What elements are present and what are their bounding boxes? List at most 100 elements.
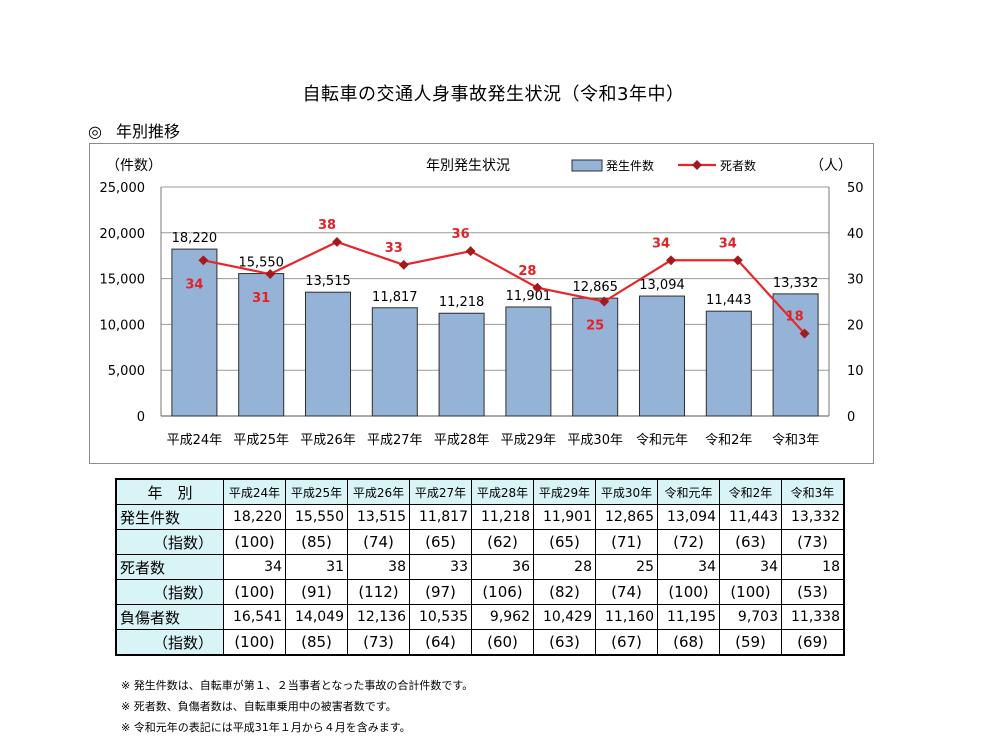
table-row: 負傷者数 16,541 14,049 12,136 10,535 9,962 10,429 1… [115, 604, 845, 630]
death-marker [799, 328, 810, 339]
table-year-header: 平成30年 [595, 478, 658, 505]
table-cell: 10,429 [533, 604, 596, 630]
bar-value-label: 13,094 [639, 278, 685, 293]
table-index-cell: (85) [285, 629, 348, 656]
table-year-header: 平成27年 [409, 478, 472, 505]
death-marker [666, 255, 676, 266]
death-marker [732, 255, 743, 266]
section-title: 年別推移 [115, 122, 180, 141]
death-value-label: 33 [385, 241, 403, 256]
table-cell: 11,901 [533, 504, 596, 530]
bar [705, 310, 752, 417]
table-cell: 38 [347, 554, 410, 580]
table-year-header: 平成25年 [285, 478, 348, 505]
bar-value-label: 15,550 [238, 256, 284, 271]
table-row-label: 死者数 [115, 554, 224, 580]
table-index-cell: (100) [223, 579, 286, 605]
table-index-cell: (74) [347, 529, 410, 555]
table-cell: 11,160 [595, 604, 658, 630]
bar [639, 295, 685, 417]
right-tick-label: 40 [847, 227, 864, 242]
table-row-label: 発生件数 [115, 504, 224, 530]
table-cell: 9,962 [471, 604, 534, 630]
bar-value-label: 11,901 [506, 289, 552, 304]
x-tick-label: 平成25年 [233, 433, 289, 448]
table-index-cell: (100) [223, 529, 286, 555]
table-cell: 9,703 [719, 604, 782, 630]
bar-value-label: 11,817 [372, 290, 418, 305]
chart-svg: 25,000 20,000 15,000 10,000 5,000 0 50 40 30 20 10… [100, 158, 864, 448]
x-tick-label: 令和2年 [705, 433, 752, 448]
table-cell: 11,817 [409, 504, 472, 530]
table-index-cell: (63) [719, 529, 782, 555]
note-2: ※ 死者数、負傷者数は、自転車乗用中の被害者数です。 [121, 700, 397, 713]
death-value-label: 31 [252, 291, 270, 306]
table-index-cell: (63) [533, 629, 596, 656]
table-year-header: 令和3年 [781, 478, 845, 505]
bar [438, 312, 485, 417]
bar-value-label: 13,515 [305, 274, 351, 289]
death-value-label: 38 [318, 218, 336, 233]
left-tick-label: 10,000 [100, 318, 146, 333]
table-cell: 33 [409, 554, 472, 580]
bar-value-label: 11,443 [706, 293, 752, 308]
table-index-cell: (68) [657, 629, 720, 656]
table-index-cell: (65) [409, 529, 472, 555]
table-row-label: 負傷者数 [115, 604, 224, 630]
table-index-cell: (71) [595, 529, 658, 555]
left-tick-label: 25,000 [100, 181, 146, 196]
table-index-cell: (97) [409, 579, 472, 605]
death-marker [398, 259, 409, 270]
table-index-label: （指数） [115, 579, 224, 605]
table-index-cell: (60) [471, 629, 534, 656]
table-cell: 25 [595, 554, 658, 580]
table-cell: 36 [471, 554, 534, 580]
bar [371, 307, 418, 417]
right-axis-label: （人） [810, 158, 852, 174]
table-index-cell: (72) [657, 529, 720, 555]
x-tick-label: 平成29年 [501, 433, 557, 448]
table-cell: 34 [223, 554, 286, 580]
x-tick-label: 平成24年 [167, 433, 223, 448]
x-tick-label: 平成26年 [300, 433, 356, 448]
bar-value-label: 11,218 [439, 295, 485, 310]
bar-value-label: 18,220 [172, 231, 218, 246]
table-corner: 年 別 [115, 478, 224, 505]
left-tick-label: 15,000 [100, 273, 146, 288]
x-tick-label: 平成28年 [434, 433, 490, 448]
table-index-cell: (53) [781, 579, 845, 605]
right-tick-label: 20 [847, 318, 864, 333]
chart-title: 年別発生状況 [426, 158, 510, 174]
table-index-cell: (69) [781, 629, 845, 656]
death-value-label: 34 [185, 277, 203, 292]
left-axis-label: （件数） [106, 158, 162, 174]
death-value-label: 28 [518, 264, 536, 279]
table-index-cell: (73) [347, 629, 410, 656]
table-cell: 10,535 [409, 604, 472, 630]
bar [305, 291, 351, 417]
x-tick-label: 平成27年 [367, 433, 423, 448]
left-tick-label: 0 [137, 410, 145, 425]
bar [505, 306, 552, 417]
table-index-cell: (67) [595, 629, 658, 656]
table-index-cell: (74) [595, 579, 658, 605]
table-index-row: （指数） (100) (85) (74) (65) (62) (65) (71) (72) (63… [115, 529, 845, 555]
table-index-cell: (106) [471, 579, 534, 605]
table-header-row: 年 別平成24年 平成25年 平成26年 平成27年 平成28年 平成29年 平成30年 令和… [115, 478, 845, 505]
bar [572, 297, 619, 417]
table-cell: 12,136 [347, 604, 410, 630]
death-marker [599, 296, 610, 307]
table-index-cell: (82) [533, 579, 596, 605]
table-index-cell: (91) [285, 579, 348, 605]
death-value-label: 25 [586, 319, 604, 334]
legend-bar-label: 発生件数 [606, 158, 654, 173]
table-index-cell: (62) [471, 529, 534, 555]
death-line [203, 240, 806, 335]
legend-line-marker [692, 160, 702, 170]
table-index-cell: (100) [223, 629, 286, 656]
table-index-cell: (65) [533, 529, 596, 555]
table-index-cell: (85) [285, 529, 348, 555]
table-cell: 13,332 [781, 504, 845, 530]
note-1: ※ 発生件数は、自転車が第１、２当事者となった事故の合計件数です。 [121, 679, 474, 692]
chart-container: 25,000 20,000 15,000 10,000 5,000 0 50 40 30 20 10… [89, 143, 874, 464]
